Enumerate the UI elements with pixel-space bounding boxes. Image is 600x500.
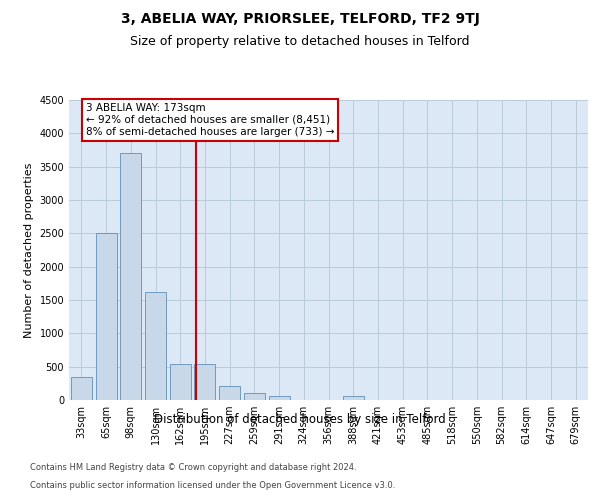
Bar: [194, 364, 215, 400]
Text: Distribution of detached houses by size in Telford: Distribution of detached houses by size …: [154, 412, 446, 426]
Bar: [120, 154, 141, 400]
Bar: [244, 394, 265, 400]
Text: Size of property relative to detached houses in Telford: Size of property relative to detached ho…: [130, 35, 470, 48]
Text: 3, ABELIA WAY, PRIORSLEE, TELFORD, TF2 9TJ: 3, ABELIA WAY, PRIORSLEE, TELFORD, TF2 9…: [121, 12, 479, 26]
Bar: [170, 364, 191, 400]
Bar: [343, 396, 364, 400]
Bar: [95, 234, 116, 400]
Bar: [145, 292, 166, 400]
Text: Contains public sector information licensed under the Open Government Licence v3: Contains public sector information licen…: [30, 481, 395, 490]
Bar: [219, 386, 240, 400]
Text: 3 ABELIA WAY: 173sqm
← 92% of detached houses are smaller (8,451)
8% of semi-det: 3 ABELIA WAY: 173sqm ← 92% of detached h…: [86, 104, 334, 136]
Bar: [269, 396, 290, 400]
Text: Contains HM Land Registry data © Crown copyright and database right 2024.: Contains HM Land Registry data © Crown c…: [30, 462, 356, 471]
Bar: [71, 376, 92, 400]
Y-axis label: Number of detached properties: Number of detached properties: [24, 162, 34, 338]
